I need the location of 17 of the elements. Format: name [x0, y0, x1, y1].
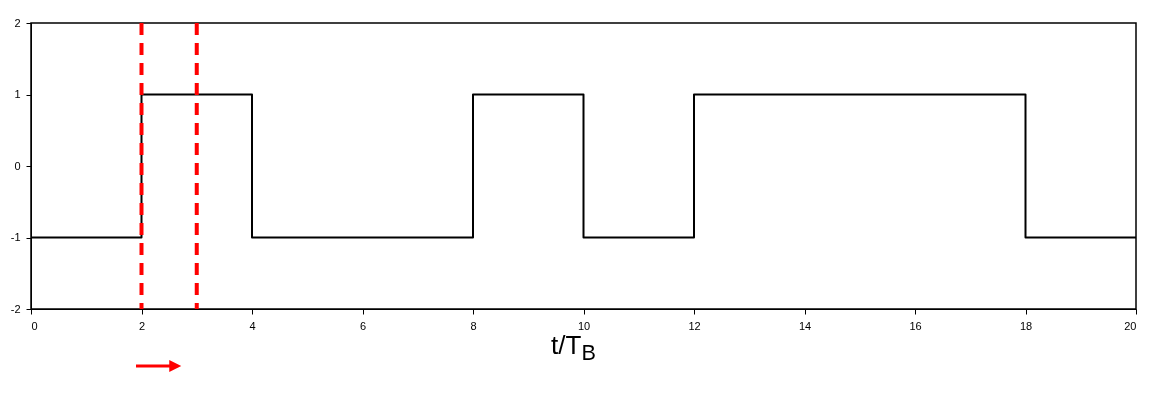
y-tick-label: -1 [10, 231, 21, 243]
x-tick-label: 10 [577, 319, 591, 332]
x-tick-label: 20 [1124, 319, 1137, 332]
y-tick-label: 1 [14, 88, 21, 100]
x-tick-label: 12 [688, 319, 701, 332]
y-tick-label: 2 [14, 16, 21, 29]
x-tick-label: 2 [138, 319, 146, 332]
x-tick-label: 6 [359, 319, 367, 332]
x-tick-label: 8 [470, 319, 477, 332]
x-tick-label: 4 [249, 319, 256, 332]
x-tick-label: 16 [909, 319, 922, 332]
x-tick-label: 0 [31, 319, 38, 332]
x-tick-label: 14 [798, 319, 812, 332]
y-tick-label: 0 [14, 159, 21, 172]
x-tick-label: 18 [1019, 319, 1033, 332]
x-axis-title: t/T$_{B}$ [551, 330, 596, 367]
y-tick-label: -2 [10, 302, 21, 315]
